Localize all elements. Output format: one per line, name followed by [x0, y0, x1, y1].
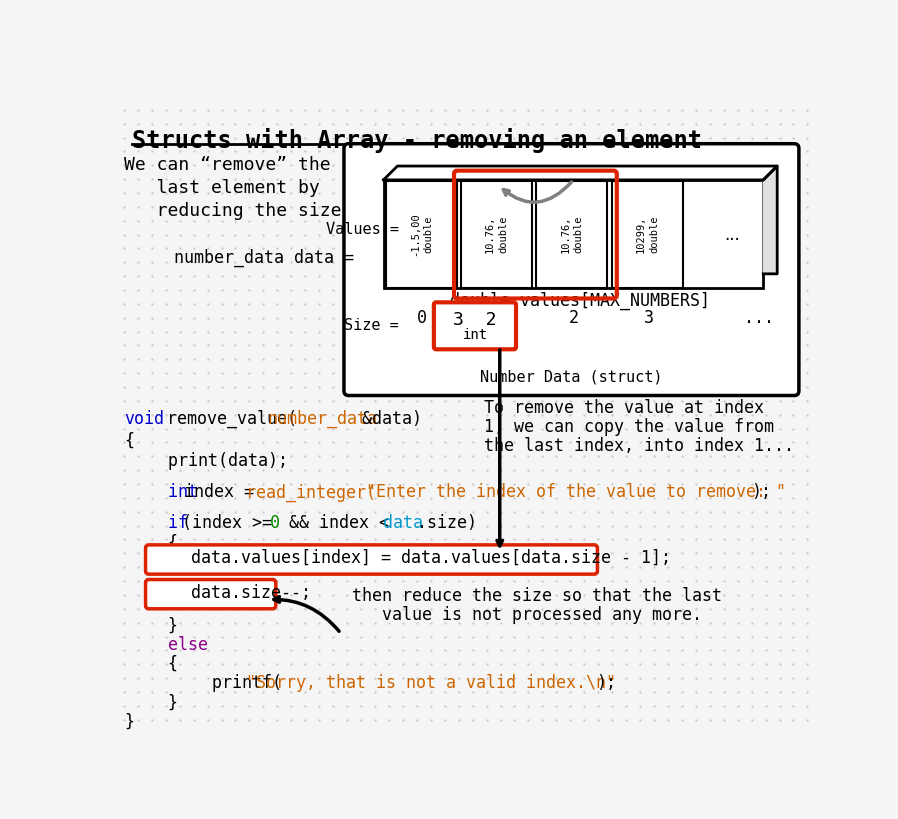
- Text: data: data: [383, 514, 424, 532]
- Text: void: void: [124, 410, 163, 428]
- Text: ...: ...: [725, 225, 740, 243]
- Text: }: }: [137, 694, 178, 712]
- Text: read_integer(: read_integer(: [245, 483, 375, 501]
- Text: -1.5,00
double: -1.5,00 double: [409, 213, 433, 256]
- Text: the last index, into index 1...: the last index, into index 1...: [484, 437, 794, 455]
- Text: We can “remove” the: We can “remove” the: [124, 156, 330, 174]
- Text: number_data data =: number_data data =: [174, 248, 354, 267]
- Text: then reduce the size so that the last: then reduce the size so that the last: [353, 587, 723, 605]
- Text: Number Data (struct): Number Data (struct): [480, 369, 663, 384]
- Text: "Sorry, that is not a valid index.\n": "Sorry, that is not a valid index.\n": [246, 674, 616, 692]
- Bar: [386, 182, 457, 287]
- Text: .size): .size): [417, 514, 477, 532]
- Bar: [536, 182, 607, 287]
- Text: value is not processed any more.: value is not processed any more.: [353, 607, 702, 624]
- Text: 2: 2: [568, 310, 578, 328]
- Text: number_data: number_data: [268, 410, 377, 428]
- Text: int: int: [462, 328, 488, 342]
- Text: &data): &data): [353, 410, 422, 428]
- Text: {: {: [137, 533, 178, 551]
- Text: index =: index =: [174, 483, 264, 501]
- Text: "Enter the index of the value to remove: ": "Enter the index of the value to remove:…: [366, 483, 787, 501]
- Text: Structs with Array - removing an element: Structs with Array - removing an element: [132, 128, 701, 152]
- FancyBboxPatch shape: [145, 545, 597, 574]
- Text: else: else: [137, 636, 207, 654]
- Text: Values =: Values =: [326, 223, 399, 238]
- Text: if: if: [137, 514, 188, 532]
- FancyBboxPatch shape: [145, 580, 276, 609]
- Text: reducing the size: reducing the size: [124, 202, 341, 220]
- Text: data.size--;: data.size--;: [161, 584, 311, 602]
- Text: 3: 3: [645, 310, 655, 328]
- Text: 0: 0: [269, 514, 279, 532]
- Text: 3  2: 3 2: [453, 311, 497, 329]
- Text: {: {: [124, 432, 134, 450]
- Text: 0: 0: [418, 310, 427, 328]
- FancyBboxPatch shape: [434, 302, 516, 349]
- Text: print(data);: print(data);: [137, 452, 288, 470]
- Text: 1, we can copy the value from: 1, we can copy the value from: [484, 418, 774, 436]
- Text: data.values[index] = data.values[data.size - 1];: data.values[index] = data.values[data.si…: [161, 549, 671, 567]
- Text: 1: 1: [493, 310, 503, 328]
- Text: 10.76,
double: 10.76, double: [485, 216, 508, 253]
- Text: && index <: && index <: [279, 514, 399, 532]
- Text: }: }: [124, 713, 134, 731]
- Text: );: );: [596, 674, 617, 692]
- Text: {: {: [137, 655, 178, 673]
- Bar: [461, 182, 533, 287]
- Text: printf(: printf(: [152, 674, 282, 692]
- Text: last element by: last element by: [124, 179, 320, 197]
- Text: int: int: [137, 483, 198, 501]
- Text: );: );: [752, 483, 771, 501]
- Text: }: }: [137, 617, 178, 635]
- Text: Size =: Size =: [344, 319, 399, 333]
- Text: 10.76,
double: 10.76, double: [560, 216, 584, 253]
- Text: (index >=: (index >=: [172, 514, 282, 532]
- Text: ...: ...: [744, 310, 774, 328]
- Polygon shape: [763, 166, 777, 274]
- Text: 10299,
double: 10299, double: [636, 216, 659, 253]
- Text: remove_value(: remove_value(: [157, 410, 297, 428]
- Bar: [383, 180, 763, 287]
- FancyBboxPatch shape: [344, 143, 799, 396]
- Text: To remove the value at index: To remove the value at index: [484, 399, 764, 417]
- Polygon shape: [383, 166, 777, 180]
- Text: double values[MAX_NUMBERS]: double values[MAX_NUMBERS]: [450, 292, 709, 310]
- Bar: [612, 182, 683, 287]
